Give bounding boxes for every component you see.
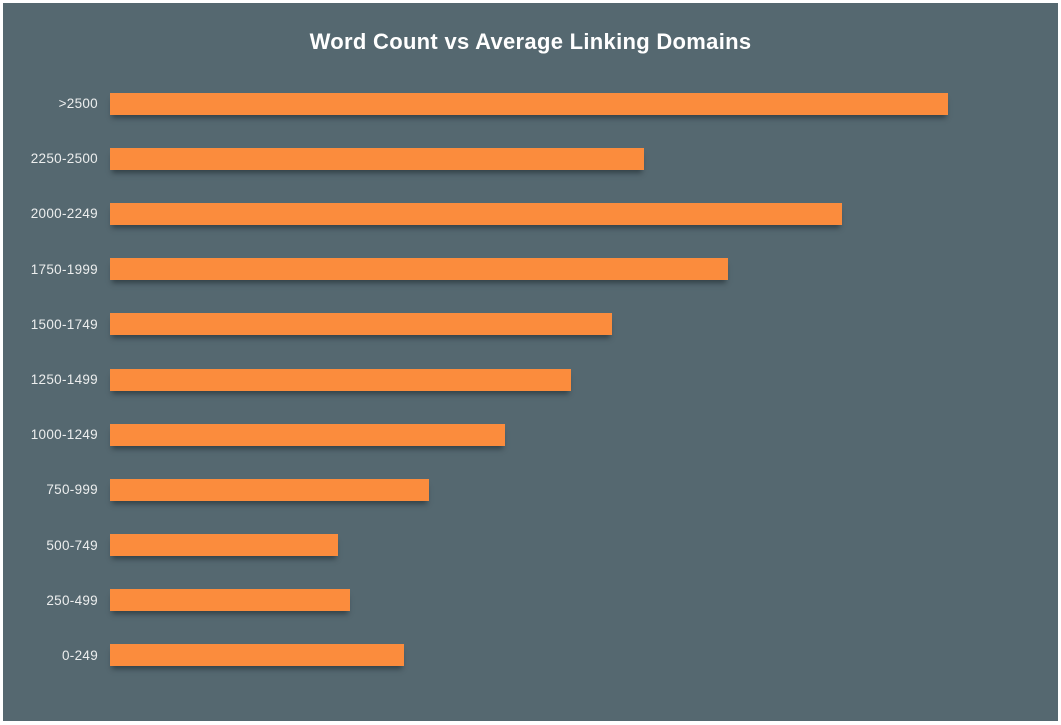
chart-row: 2000-2249 <box>3 186 1058 241</box>
bar <box>110 534 338 557</box>
chart-row: 1750-1999 <box>3 242 1058 297</box>
category-label: 1000-1249 <box>30 427 98 443</box>
bar <box>110 368 571 391</box>
chart-row: 2250-2500 <box>3 131 1058 186</box>
chart-row: 250-499 <box>3 573 1058 628</box>
category-label: 250-499 <box>46 592 98 608</box>
category-label: 2250-2500 <box>30 151 98 167</box>
category-label: >2500 <box>58 96 98 112</box>
chart-title: Word Count vs Average Linking Domains <box>309 29 752 54</box>
bar <box>110 202 843 225</box>
category-label: 500-749 <box>46 537 98 553</box>
category-label: 0-249 <box>61 647 98 663</box>
bar <box>110 92 948 115</box>
category-label: 2000-2249 <box>30 206 98 222</box>
bar <box>110 589 350 612</box>
chart-row: 750-999 <box>3 462 1058 517</box>
chart-background: Word Count vs Average Linking Domains >2… <box>3 3 1058 721</box>
category-label: 750-999 <box>46 482 98 498</box>
category-label: 1250-1499 <box>30 372 98 388</box>
bar <box>110 478 430 501</box>
chart-row: 1000-1249 <box>3 407 1058 462</box>
chart-row: 1500-1749 <box>3 297 1058 352</box>
bar <box>110 313 612 336</box>
bar <box>110 423 505 446</box>
bar <box>110 644 405 667</box>
category-label: 1500-1749 <box>30 316 98 332</box>
chart-row: >2500 <box>3 76 1058 131</box>
chart-row: 0-249 <box>3 628 1058 683</box>
bar <box>110 147 644 170</box>
chart-rows: >2500 2250-2500 2000-2249 1750-1999 1500-174… <box>3 76 1058 683</box>
chart-row: 1250-1499 <box>3 352 1058 407</box>
bar <box>110 258 728 281</box>
category-label: 1750-1999 <box>30 261 98 277</box>
chart-row: 500-749 <box>3 518 1058 573</box>
